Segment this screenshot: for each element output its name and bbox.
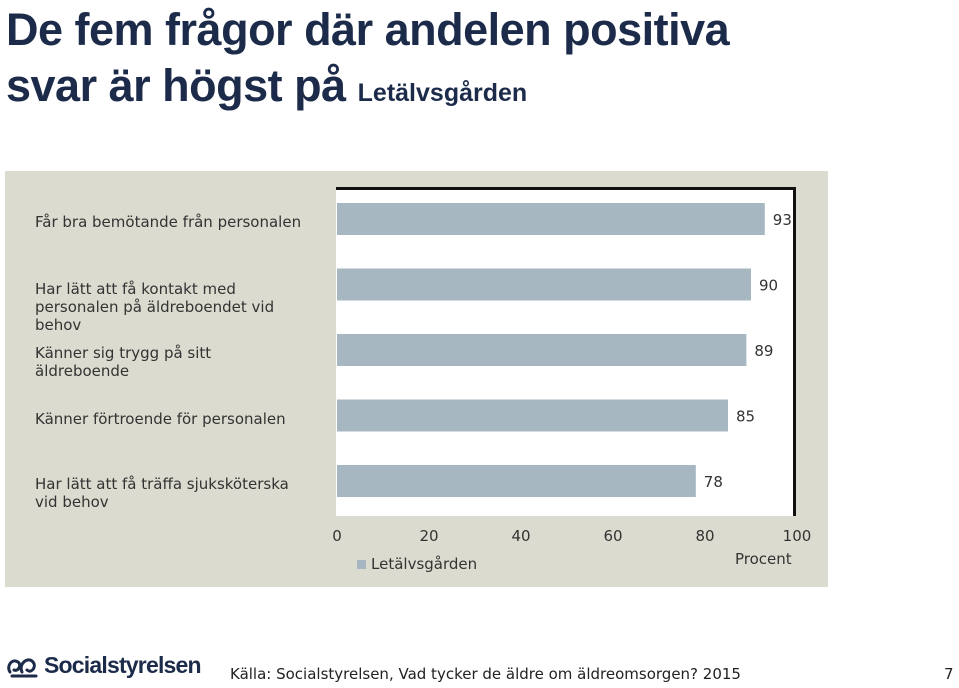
legend-label: Letälvsgården xyxy=(371,555,478,573)
bar-value-label: 89 xyxy=(754,342,773,360)
category-label: Känner sig trygg på sitt äldreboende xyxy=(35,344,212,380)
x-tick-label: 80 xyxy=(695,527,714,545)
bar xyxy=(337,203,765,235)
page-title: De fem frågor där andelen positiva svar … xyxy=(6,2,730,121)
bar-value-label: 90 xyxy=(759,277,778,295)
category-label: Får bra bemötande från personalen xyxy=(35,213,302,231)
category-label: Känner förtroende för personalen xyxy=(35,410,286,428)
bar-value-label: 85 xyxy=(736,408,755,426)
title-unit-name: Letälvsgården xyxy=(357,79,528,107)
page-number: 7 xyxy=(944,665,954,683)
category-label: Har lätt att få träffa sjuksköterska vid… xyxy=(35,475,289,511)
x-tick-label: 60 xyxy=(603,527,622,545)
socialstyrelsen-logo: Socialstyrelsen xyxy=(6,650,202,680)
bar xyxy=(337,268,751,301)
axis-unit-label: Procent xyxy=(735,550,792,568)
title-line-1: De fem frågor där andelen positiva xyxy=(6,4,730,55)
x-tick-label: 20 xyxy=(419,527,438,545)
bar xyxy=(337,465,696,497)
x-tick-label: 100 xyxy=(783,527,812,545)
bar xyxy=(337,334,747,366)
bar-value-label: 78 xyxy=(704,473,723,491)
x-tick-label: 40 xyxy=(511,527,530,545)
title-line-2: svar är högst på xyxy=(6,60,346,111)
bar xyxy=(337,399,728,432)
category-label: Har lätt att få kontakt med personalen p… xyxy=(35,280,275,334)
legend-swatch xyxy=(357,559,366,569)
logo-mark-icon xyxy=(7,658,38,678)
legend: Letälvsgården xyxy=(357,555,477,573)
logo-text: Socialstyrelsen xyxy=(44,651,202,678)
x-tick-label: 0 xyxy=(332,527,342,545)
bar-value-label: 93 xyxy=(773,211,792,229)
source-note: Källa: Socialstyrelsen, Vad tycker de äl… xyxy=(230,665,741,683)
